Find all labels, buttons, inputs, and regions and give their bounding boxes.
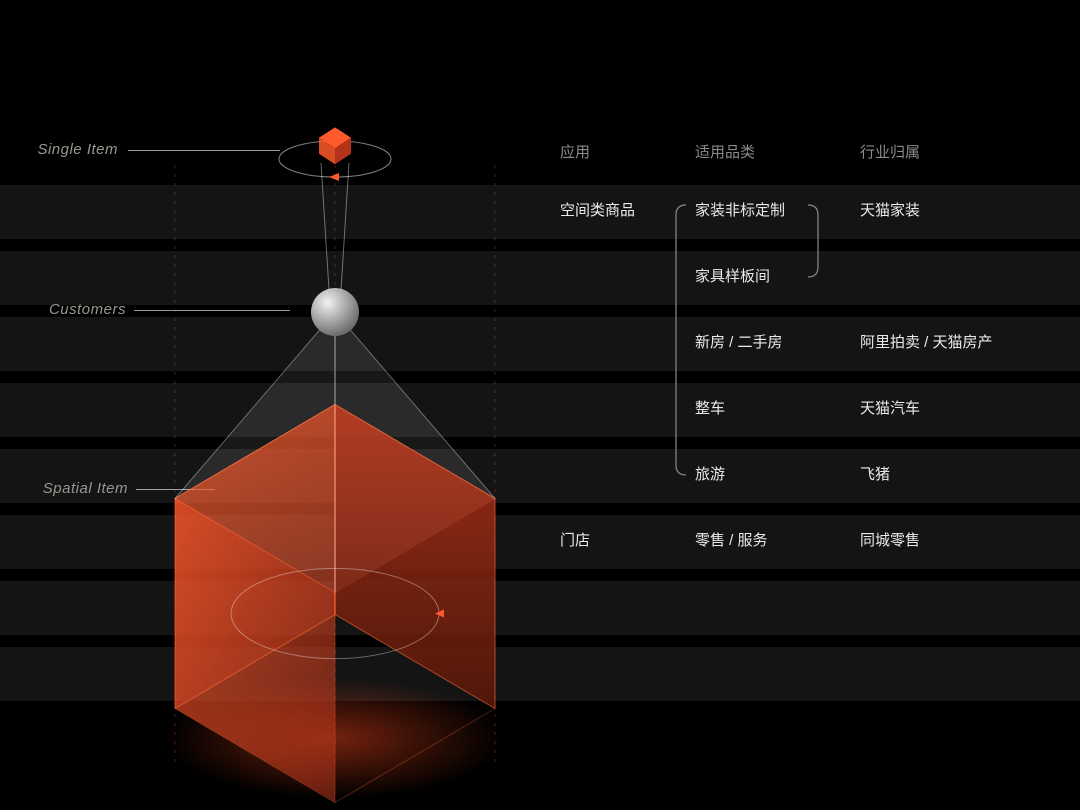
diagram-svg bbox=[0, 0, 1080, 810]
